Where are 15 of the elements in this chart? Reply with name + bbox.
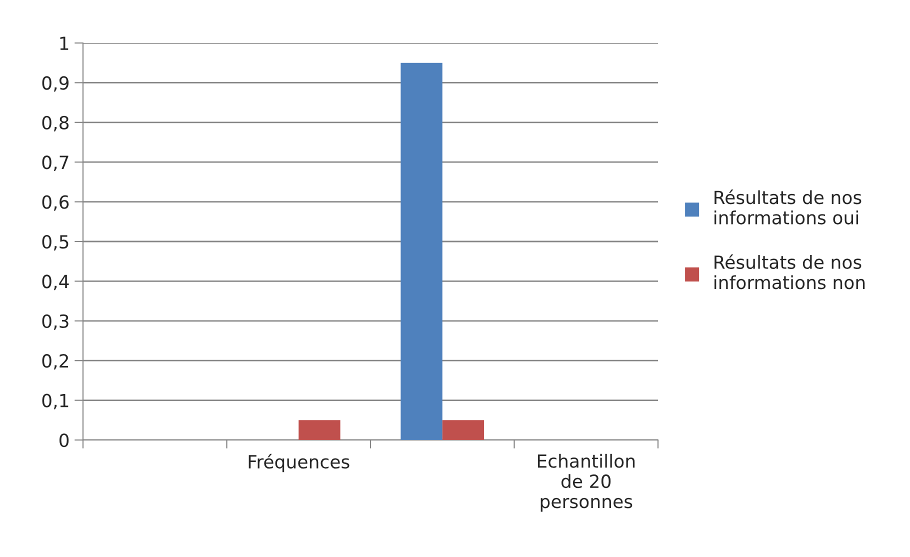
legend-label: Résultats de nos informations non	[714, 254, 865, 290]
y-tick-label: 0,2	[42, 354, 68, 370]
y-tick-label: 1	[60, 36, 68, 50]
y-tick-label: 0,8	[42, 116, 69, 132]
x-tick-label: Fréquences	[248, 454, 350, 472]
y-tick-label: 0,1	[42, 394, 68, 410]
y-tick-label: 0	[60, 433, 69, 448]
y-tick-label: 0,9	[42, 76, 69, 92]
legend-label: Résultats de nos informations oui	[714, 190, 862, 224]
x-tick-label: Echantillon de 20 personnes	[538, 454, 635, 512]
y-tick-label: 0,3	[42, 314, 68, 330]
y-tick-label: 0,6	[42, 195, 69, 211]
y-tick-label: 0,5	[42, 234, 68, 250]
y-tick-label: 0,7	[42, 156, 68, 172]
y-tick-label: 0,4	[42, 274, 69, 290]
